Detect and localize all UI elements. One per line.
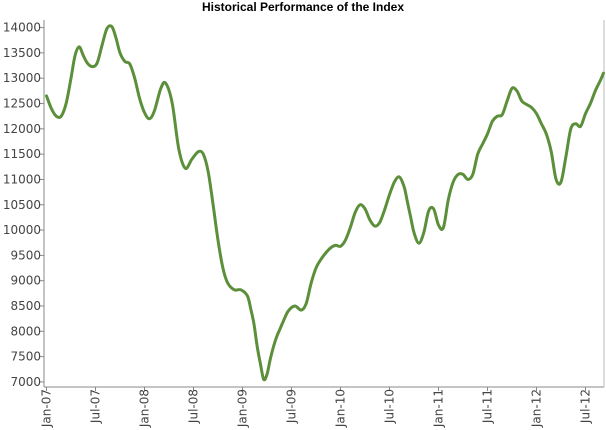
y-tick-label: 8000 <box>10 324 41 338</box>
x-tick-label: Jan-10 <box>334 389 348 428</box>
y-tick-label: 10500 <box>3 198 41 212</box>
chart-title: Historical Performance of the Index <box>201 0 405 14</box>
y-tick-label: 12500 <box>3 97 41 111</box>
x-tick-label: Jul-10 <box>383 389 397 424</box>
y-tick-label: 12000 <box>3 122 41 136</box>
x-tick-label: Jul-11 <box>481 389 495 424</box>
x-tick-label: Jul-07 <box>89 389 103 424</box>
y-tick-label: 10000 <box>3 223 41 237</box>
x-tick-label: Jul-12 <box>579 389 593 424</box>
x-tick-label: Jul-08 <box>187 389 201 424</box>
y-axis: 7000 7500 8000 8500 9000 9500 10000 10500 11000 1… <box>3 21 44 389</box>
x-tick-label: Jan-08 <box>138 389 152 428</box>
y-tick-label: 9500 <box>10 248 41 262</box>
x-tick-label: Jul-09 <box>285 389 299 424</box>
x-tick-label: Jan-07 <box>40 389 54 428</box>
x-axis: Jan-07 Jul-07 Jan-08 Jul-08 Jan-09 Jul-09 Jan-… <box>40 387 593 428</box>
y-tick-label: 11000 <box>3 172 41 186</box>
y-tick-label: 13500 <box>3 46 41 60</box>
x-tick-label: Jan-11 <box>432 389 446 428</box>
plot-frame <box>43 20 605 388</box>
y-tick-label: 11500 <box>3 147 41 161</box>
series-layer <box>45 24 605 382</box>
y-tick-label: 8500 <box>10 299 41 313</box>
x-tick-label: Jan-09 <box>236 389 250 428</box>
y-tick-label: 9000 <box>10 274 41 288</box>
index-series-line <box>45 24 605 382</box>
y-tick-label: 13000 <box>3 71 41 85</box>
y-tick-label: 7000 <box>10 375 41 389</box>
x-tick-label: Jan-12 <box>530 389 544 428</box>
y-tick-label: 14000 <box>3 21 41 35</box>
y-tick-label: 7500 <box>10 350 41 364</box>
